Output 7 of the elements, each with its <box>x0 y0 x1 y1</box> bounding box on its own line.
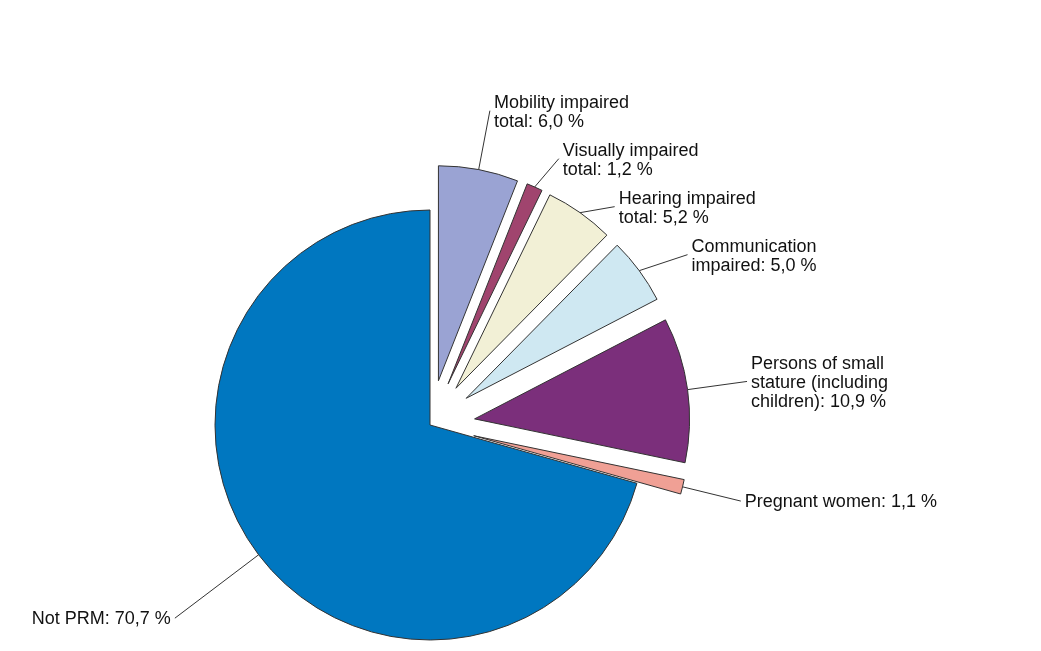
slice-label: Visually impaired total: 1,2 % <box>562 139 699 179</box>
slice-label: Persons of small stature (including children): 10,9 % <box>751 353 889 412</box>
legend-label: Pregnant women: 1,1 % <box>744 491 937 512</box>
slice-label: Mobility impaired total: 6,0 % <box>493 91 629 131</box>
slice-label: Hearing impaired total: 5,2 % <box>618 187 756 227</box>
slice-label: Communication impaired: 5,0 % <box>691 235 817 275</box>
slice-label: Not PRM: 70,7 % <box>31 608 171 629</box>
